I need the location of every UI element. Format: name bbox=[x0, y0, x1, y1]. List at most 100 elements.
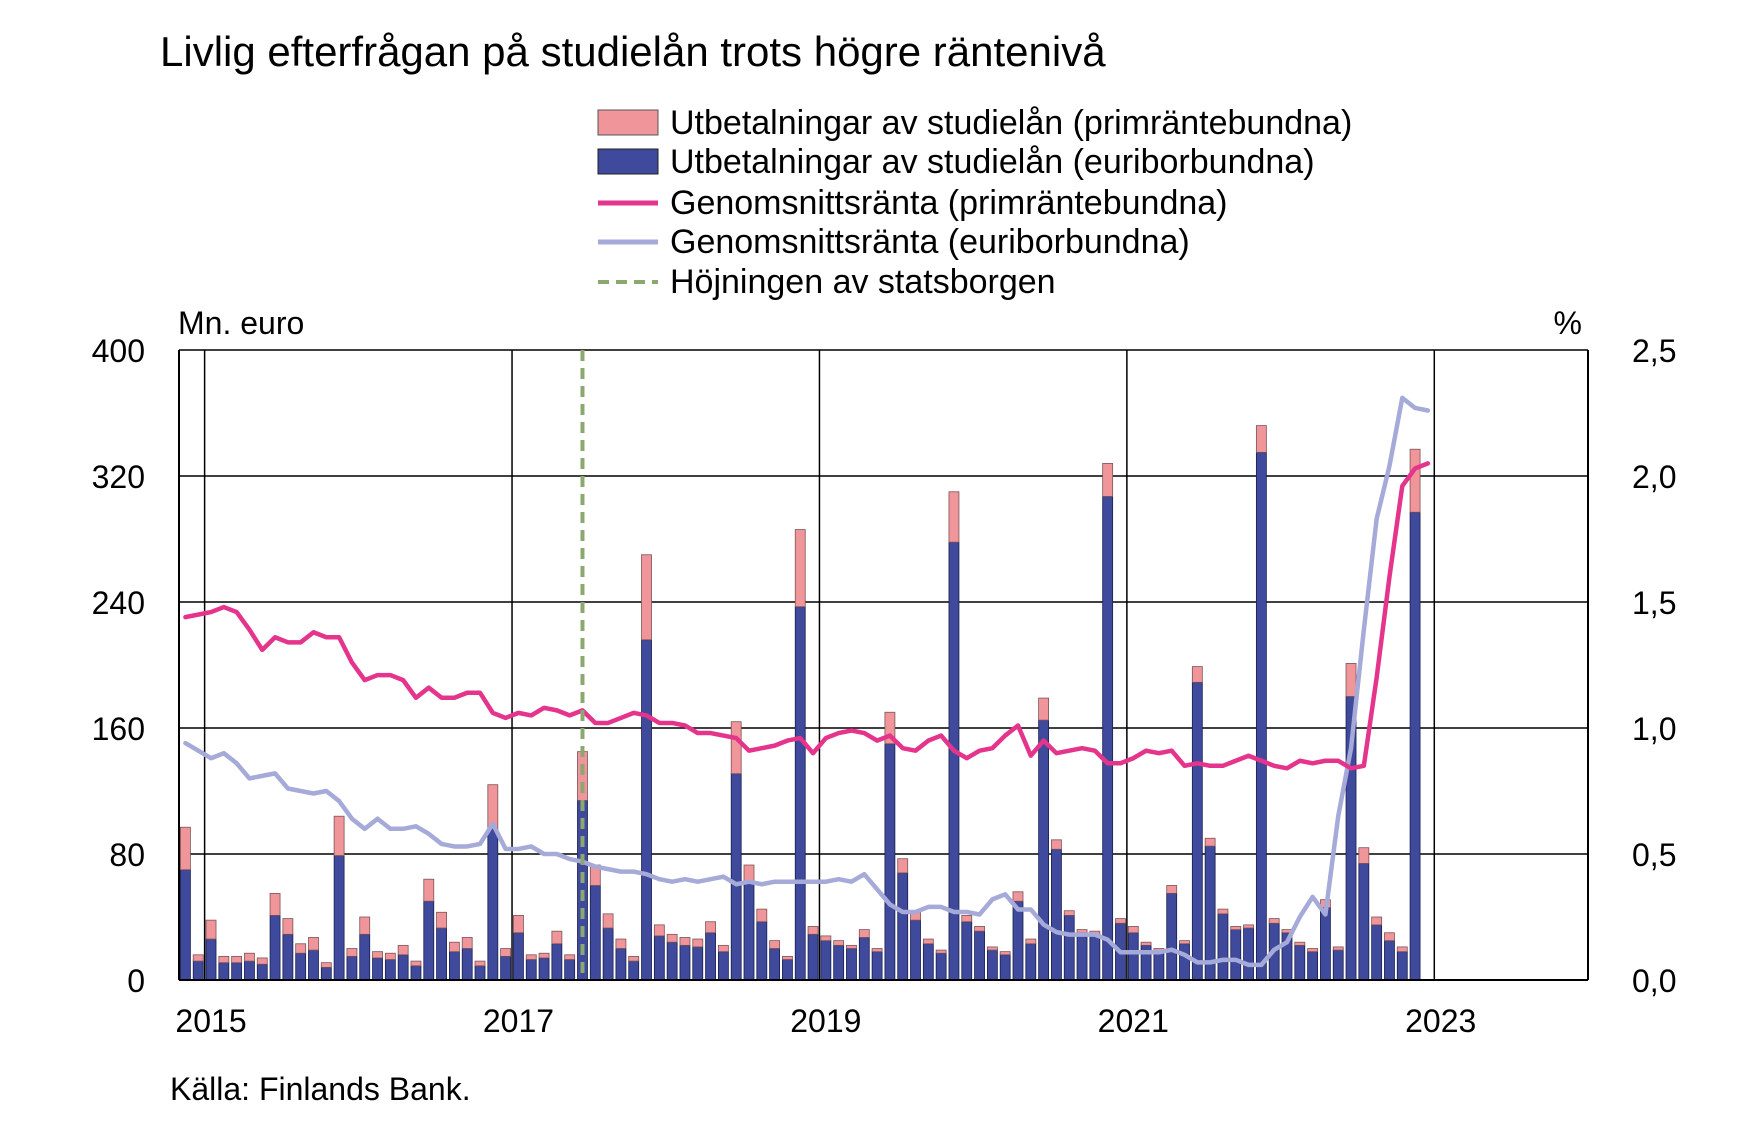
bar-prime bbox=[577, 751, 588, 801]
bar-euribor bbox=[244, 960, 255, 981]
bar-prime bbox=[846, 944, 857, 949]
bar-euribor bbox=[833, 944, 845, 981]
bar-prime bbox=[884, 711, 896, 745]
bar-euribor bbox=[628, 960, 640, 981]
left-axis-ticks: 0 80 160 240 320 400 bbox=[92, 333, 145, 999]
bar-prime bbox=[500, 948, 512, 957]
bar-prime bbox=[1217, 908, 1229, 915]
line-rate-prime bbox=[183, 461, 1431, 771]
bar-prime bbox=[756, 908, 768, 923]
bar-euribor bbox=[205, 938, 217, 981]
bar-prime bbox=[1204, 837, 1216, 847]
legend: Utbetalningar av studielån (primräntebun… bbox=[597, 104, 1352, 301]
bar-euribor bbox=[1166, 892, 1178, 981]
left-tick-label: 240 bbox=[92, 585, 145, 621]
bar-euribor bbox=[1063, 915, 1075, 981]
bar-euribor bbox=[641, 639, 652, 981]
bar-euribor bbox=[538, 957, 550, 981]
bar-euribor bbox=[935, 952, 947, 981]
bar-euribor bbox=[320, 967, 332, 981]
bar-prime bbox=[192, 954, 204, 962]
bar-euribor bbox=[820, 940, 832, 981]
bar-prime bbox=[269, 892, 281, 916]
bar-euribor bbox=[730, 773, 742, 981]
bar-euribor bbox=[333, 855, 345, 981]
legend-label-prime-rate: Genomsnittsränta (primräntebundna) bbox=[670, 184, 1228, 222]
bar-prime bbox=[705, 921, 716, 934]
bar-euribor bbox=[999, 954, 1011, 981]
bar-euribor bbox=[884, 743, 896, 981]
bar-euribor bbox=[1255, 451, 1267, 981]
bar-prime bbox=[1396, 946, 1408, 953]
bar-prime bbox=[1038, 697, 1050, 721]
bar-euribor bbox=[397, 954, 409, 981]
bar-euribor bbox=[1409, 511, 1421, 981]
right-axis-unit-label: % bbox=[1554, 305, 1582, 341]
bar-euribor bbox=[705, 932, 716, 981]
bar-euribor bbox=[897, 872, 909, 981]
left-tick-label: 0 bbox=[127, 963, 145, 999]
bar-prime bbox=[679, 937, 691, 946]
bar-prime bbox=[1358, 847, 1370, 864]
x-tick-label: 2015 bbox=[175, 1003, 246, 1039]
bar-euribor bbox=[1358, 863, 1370, 981]
right-tick-label: 0,0 bbox=[1632, 963, 1676, 999]
bar-euribor bbox=[807, 933, 819, 981]
bar-prime bbox=[397, 944, 409, 956]
bar-prime bbox=[999, 951, 1011, 956]
bar-prime bbox=[525, 954, 537, 960]
bar-prime bbox=[871, 948, 883, 953]
bar-euribor bbox=[346, 955, 358, 981]
right-tick-label: 0,5 bbox=[1632, 837, 1676, 873]
bar-euribor bbox=[1012, 900, 1024, 981]
bar-prime bbox=[282, 918, 294, 935]
bar-prime bbox=[1191, 666, 1203, 683]
legend-swatch-euribor-bars bbox=[597, 148, 659, 175]
bar-prime bbox=[1294, 941, 1306, 946]
bar-euribor bbox=[615, 948, 627, 981]
bar-prime bbox=[948, 491, 960, 543]
bar-euribor bbox=[961, 921, 973, 981]
bar-euribor bbox=[1089, 933, 1101, 981]
bar-euribor bbox=[769, 948, 781, 981]
bar-prime bbox=[974, 926, 985, 932]
bar-euribor bbox=[423, 900, 435, 981]
bar-euribor bbox=[1320, 907, 1331, 981]
bar-prime bbox=[1012, 891, 1024, 902]
x-tick-label: 2021 bbox=[1098, 1003, 1169, 1039]
bar-prime bbox=[1127, 926, 1139, 934]
bar-euribor bbox=[1307, 951, 1319, 981]
bar-euribor bbox=[602, 927, 614, 981]
plot-frame bbox=[178, 350, 1589, 981]
bar-prime bbox=[244, 952, 255, 962]
right-tick-label: 1,5 bbox=[1632, 585, 1676, 621]
x-tick-label: 2019 bbox=[790, 1003, 861, 1039]
bar-euribor bbox=[295, 952, 307, 981]
bar-euribor bbox=[436, 927, 447, 981]
bar-euribor bbox=[410, 965, 422, 981]
bar-euribor bbox=[679, 944, 691, 981]
bar-prime bbox=[180, 826, 191, 871]
bar-euribor bbox=[513, 932, 524, 981]
bar-euribor bbox=[1025, 943, 1037, 981]
bar-prime bbox=[602, 913, 614, 929]
bar-euribor bbox=[1294, 944, 1306, 981]
x-axis-ticks: 2015 2017 2019 2021 2023 bbox=[175, 1003, 1476, 1039]
bar-euribor bbox=[372, 957, 383, 981]
bar-prime bbox=[653, 924, 665, 937]
bar-euribor bbox=[218, 962, 230, 981]
bar-euribor bbox=[474, 965, 486, 981]
bar-euribor bbox=[1191, 681, 1203, 981]
bar-prime bbox=[641, 554, 652, 641]
bar-prime bbox=[666, 933, 678, 943]
bar-prime bbox=[474, 960, 486, 967]
bar-euribor bbox=[448, 951, 460, 981]
bar-euribor bbox=[231, 962, 243, 981]
bar-prime bbox=[1076, 929, 1088, 934]
bar-prime bbox=[346, 948, 358, 957]
bar-euribor bbox=[192, 960, 204, 981]
bar-prime bbox=[1332, 946, 1344, 951]
bar-prime bbox=[1255, 425, 1267, 453]
bar-euribor bbox=[743, 881, 755, 981]
